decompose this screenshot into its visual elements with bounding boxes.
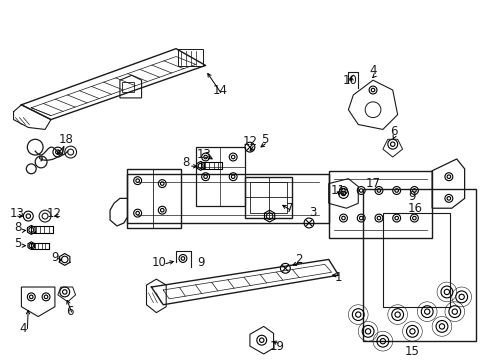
Bar <box>178 49 202 66</box>
Bar <box>195 147 244 206</box>
Text: 8: 8 <box>14 221 21 234</box>
Text: 6: 6 <box>66 305 73 318</box>
Text: 14: 14 <box>212 84 227 96</box>
Text: 9: 9 <box>51 251 59 264</box>
Text: 6: 6 <box>389 125 397 138</box>
Text: 9: 9 <box>197 256 204 269</box>
Bar <box>363 189 475 341</box>
Text: 11: 11 <box>330 184 346 197</box>
Text: 18: 18 <box>58 133 73 146</box>
Text: 5: 5 <box>14 237 21 250</box>
Text: 12: 12 <box>46 207 61 220</box>
Text: 4: 4 <box>368 64 376 77</box>
Text: 19: 19 <box>269 339 285 352</box>
Text: 17: 17 <box>365 177 380 190</box>
Text: 7: 7 <box>285 202 292 215</box>
Bar <box>244 177 292 218</box>
Text: 1: 1 <box>334 271 342 284</box>
Text: 8: 8 <box>182 156 189 170</box>
Text: 12: 12 <box>242 135 257 148</box>
Text: 16: 16 <box>407 202 422 215</box>
Text: 9: 9 <box>408 190 415 203</box>
Text: 15: 15 <box>404 345 419 357</box>
Text: 2: 2 <box>295 253 302 266</box>
Text: 10: 10 <box>152 256 166 269</box>
Text: 13: 13 <box>10 207 25 220</box>
Text: 13: 13 <box>196 148 211 161</box>
Bar <box>122 82 133 92</box>
Text: 4: 4 <box>20 322 27 335</box>
Text: 10: 10 <box>342 74 357 87</box>
Bar <box>249 182 287 213</box>
Bar <box>126 174 328 223</box>
Bar <box>328 171 431 238</box>
Text: 3: 3 <box>308 206 316 219</box>
Bar <box>382 213 449 307</box>
Text: 5: 5 <box>261 133 268 146</box>
Bar <box>126 169 181 228</box>
